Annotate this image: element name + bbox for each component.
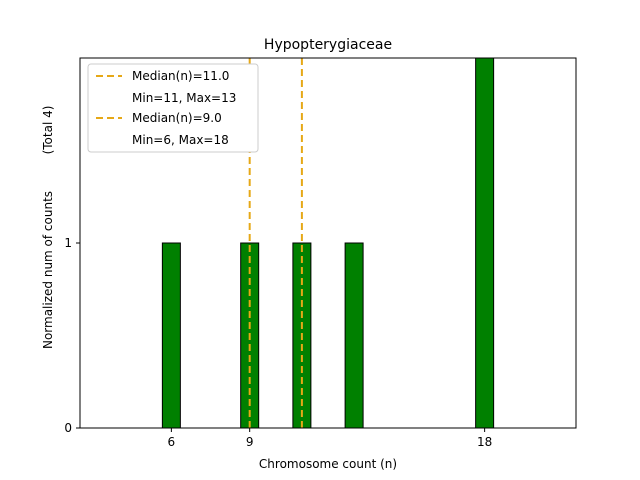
legend-sub-1: Min=6, Max=18 [132,133,229,147]
legend-sub-0: Min=11, Max=13 [132,91,236,105]
legend: Median(n)=11.0 Min=11, Max=13 Median(n)=9.… [87,63,259,153]
bar-6 [161,242,181,429]
x-tick-label-18: 18 [477,435,492,449]
y-axis-label: Normalized num of counts [41,191,55,349]
legend-label-0: Median(n)=11.0 [132,69,229,83]
bar-13 [344,242,364,429]
bar-18 [475,57,495,429]
y-tick-label-0: 0 [64,421,72,435]
x-tick-label-6: 6 [168,435,176,449]
legend-box [87,63,259,153]
legend-label-1: Median(n)=9.0 [132,111,222,125]
x-ticks: 6 9 18 [168,428,492,449]
chart-title: Hypopterygiaceae [264,37,392,53]
y-tick-label-1: 1 [64,236,72,250]
x-tick-label-9: 9 [246,435,254,449]
y-axis-total-note: (Total 4) [41,106,55,155]
plot-area [161,57,495,429]
y-ticks: 01 [64,236,80,435]
x-axis-label: Chromosome count (n) [259,457,397,471]
